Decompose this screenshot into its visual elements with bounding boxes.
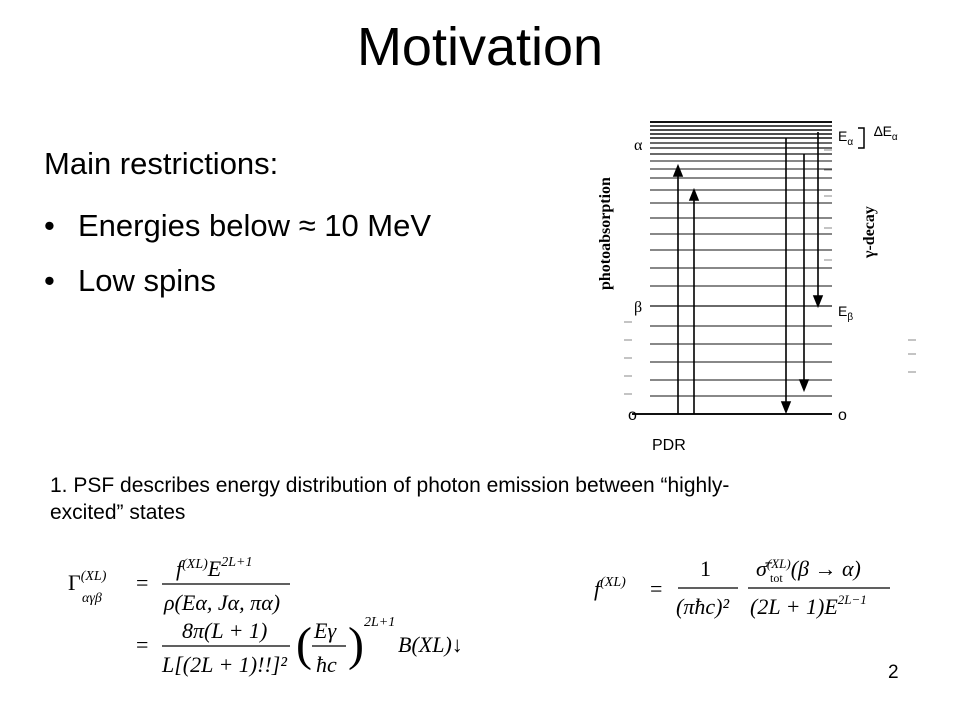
psf-frac1-numerator: 1 [700,556,711,581]
paren-open: ( [296,618,312,671]
gamma-width-formula: Γ(XL) αγβ = f(XL)E2L+1 ρ(Eα, Jα, πα) = 8… [68,555,463,677]
e-beta-label: Eβ [838,303,853,323]
frac1-numerator: f(XL)E2L+1 [176,555,252,581]
frac2-denominator: L[(2L + 1)!!]² [161,652,287,677]
equals-2: = [136,632,148,657]
restrictions-heading: Main restrictions: [44,146,279,181]
slide-title: Motivation [356,17,604,77]
ground-right-label: o [838,407,847,424]
gamma-subscript: αγβ [82,591,102,606]
b-xl: B(XL)↓ [398,632,463,657]
paren-numerator: Eγ [313,618,337,643]
frac2-numerator: 8π(L + 1) [182,618,267,643]
psf-tot-subscript: tot [770,571,783,585]
e-alpha-label: Eα [838,128,853,148]
psf-note: 1. PSF describes energy distribution of … [50,474,730,524]
psf-equals: = [650,576,662,601]
restrictions-list: Energies below ≈ 10 MeV Low spins [44,198,431,308]
frac1-denominator: ρ(Eα, Jα, πα) [163,590,280,615]
level-lines [632,121,832,415]
level-beta-label: β [634,299,642,316]
gamma-decay-label: γ-decay [861,206,878,259]
level-side-ticks [624,149,916,395]
equals-1: = [136,570,148,595]
paren-exponent: 2L+1 [364,615,395,630]
e-alpha-bracket [858,127,865,149]
psf-frac2-denominator: (2L + 1)E2L−1 [750,592,867,619]
slide-number: 2 [888,662,899,683]
psf-frac1-denominator: (πħc)² [676,594,729,619]
bullet-energies: Energies below ≈ 10 MeV [44,198,431,253]
paren-close: ) [348,618,364,671]
transition-arrows [672,132,824,415]
bullet-spins: Low spins [44,253,431,308]
psf-frac2-numerator: σ̄(XL)(β → α) [756,556,861,581]
psf-symbol: f(XL) [594,575,626,601]
pdr-label: PDR [652,437,686,454]
psf-formula: f(XL) = 1 (πħc)² σ̄(XL)(β → α) tot (2L +… [594,556,890,619]
photoabsorption-label: photoabsorption [597,177,614,290]
level-alpha-label: α [634,137,643,154]
gamma-symbol: Γ(XL) [68,569,107,595]
level-scheme-diagram: α β o o Eα ∆Eα Eβ photoabsorption γ-deca… [597,121,916,454]
paren-denominator: ħc [316,652,337,677]
delta-e-label: ∆Eα [874,123,898,143]
ground-left-label: o [628,407,637,424]
